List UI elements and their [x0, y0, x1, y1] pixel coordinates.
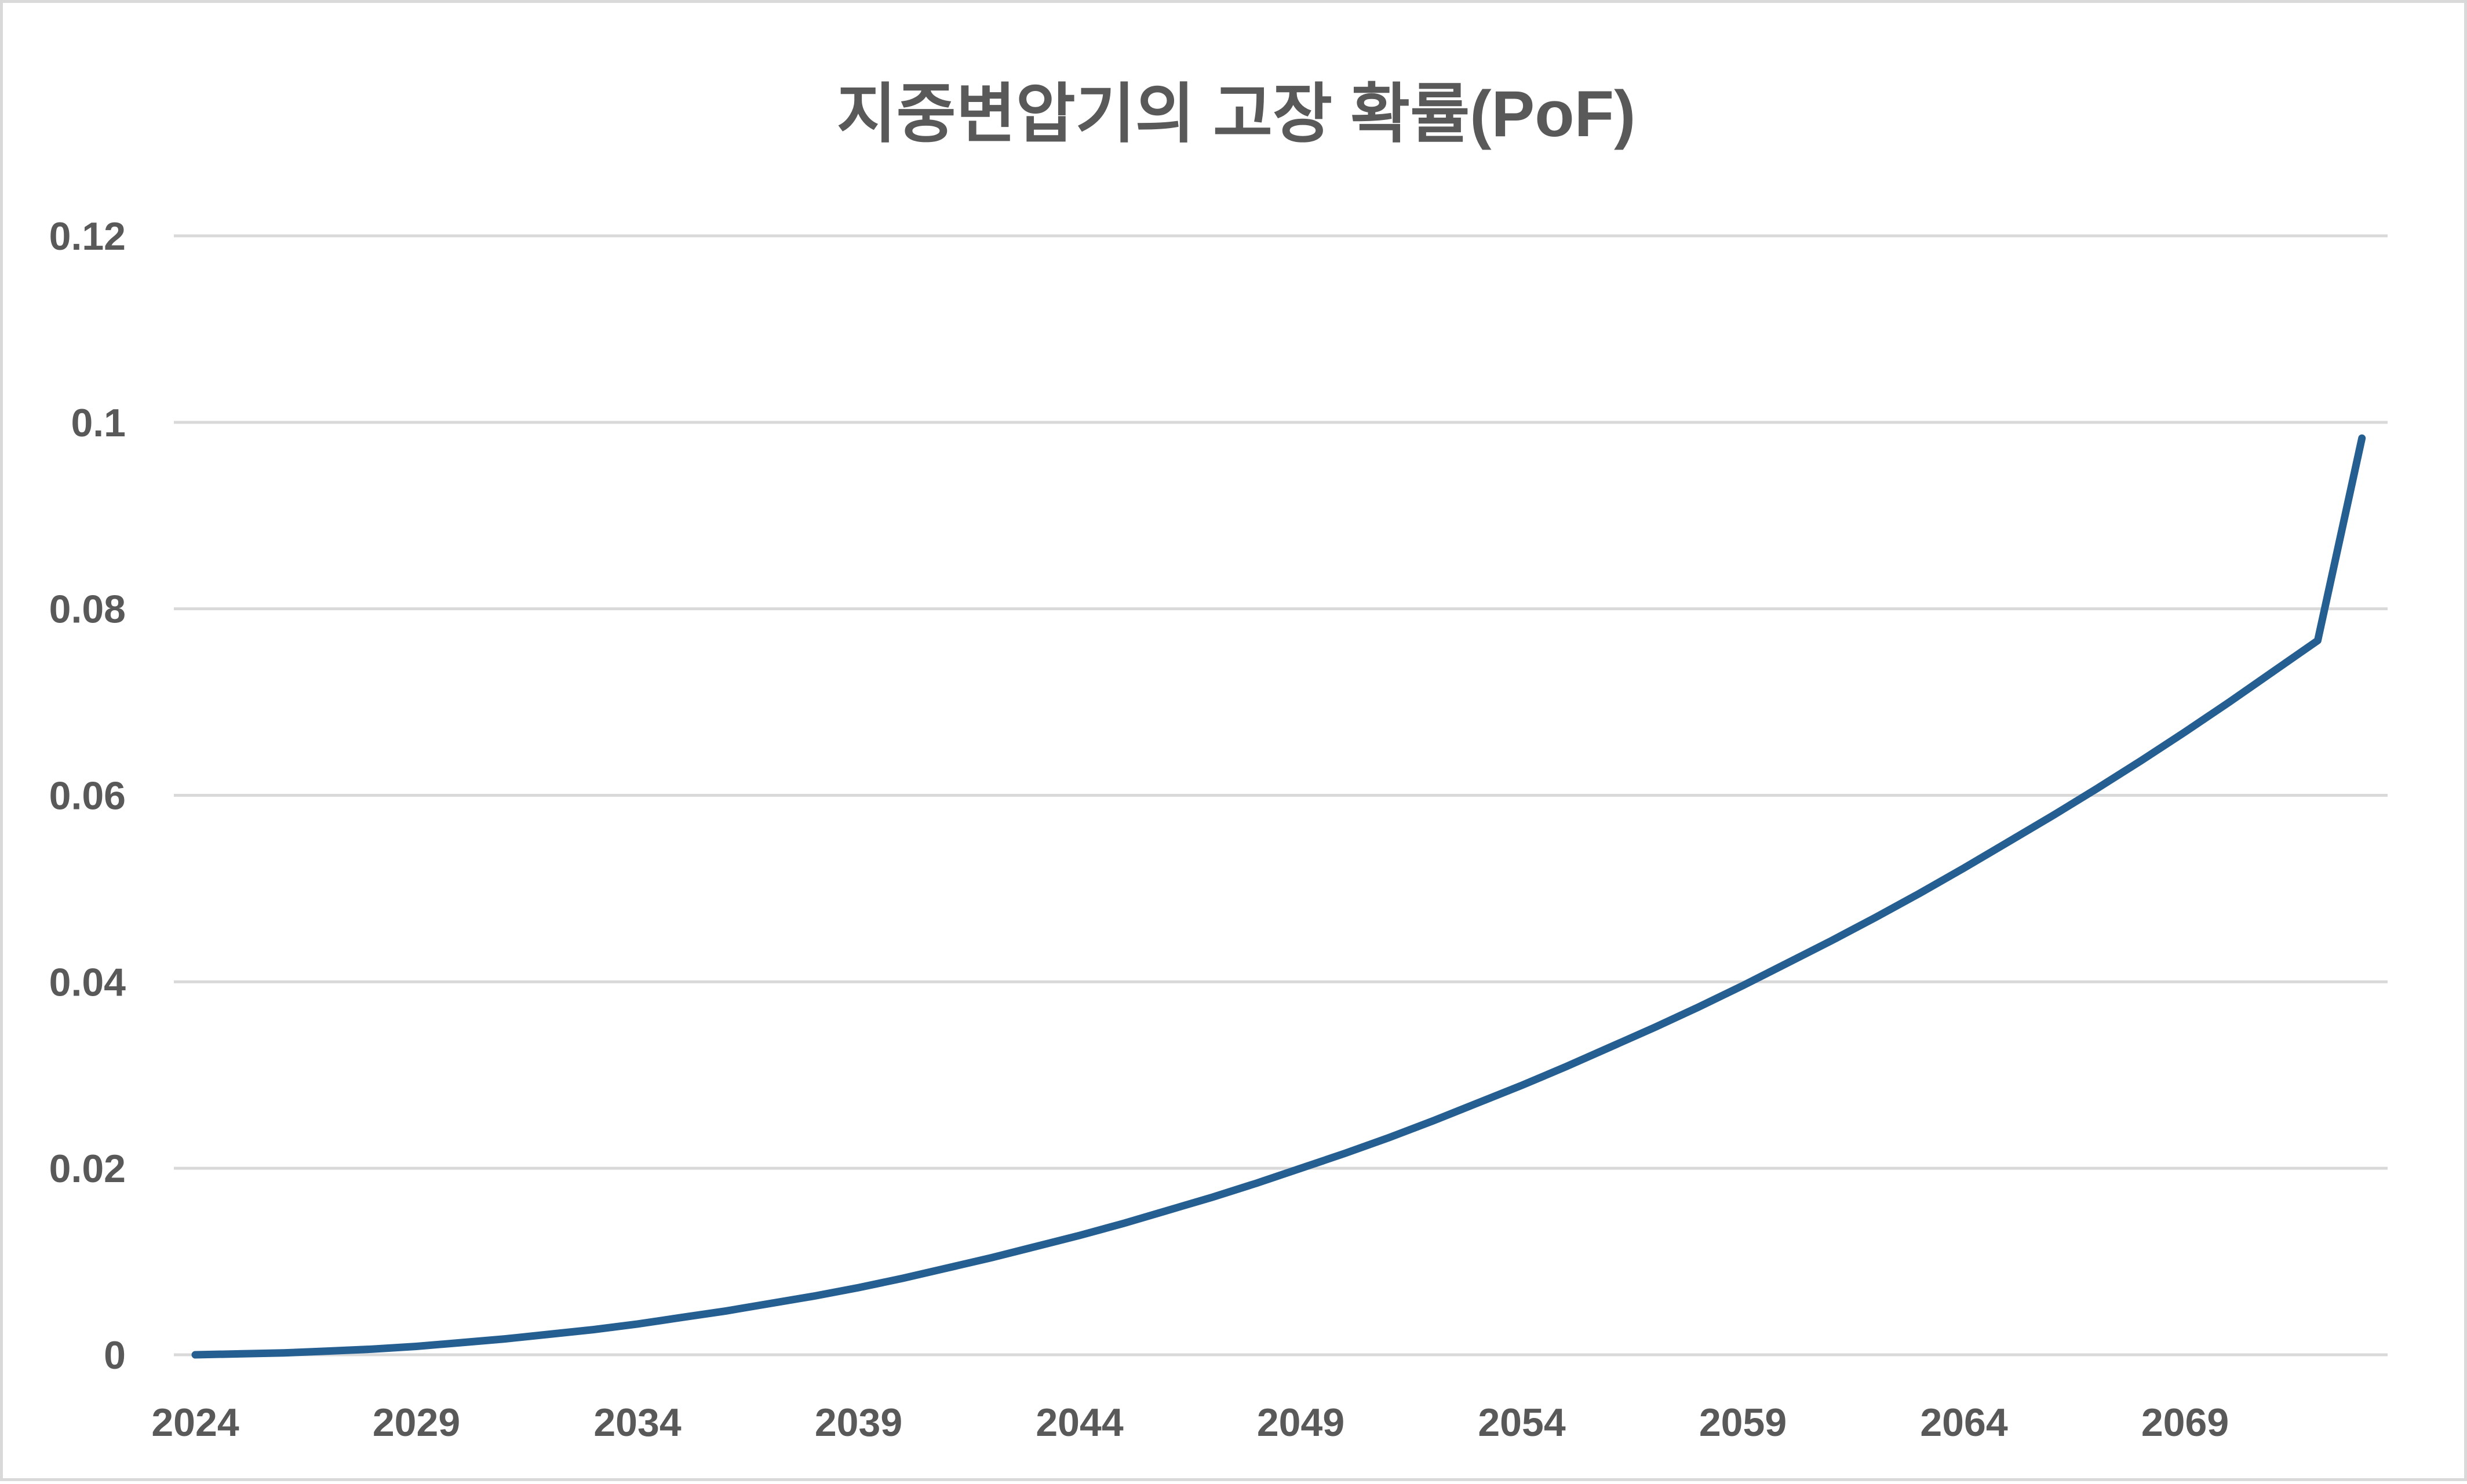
y-axis-ticks: 0 0.02 0.04 0.06 0.08 0.1 0.12	[49, 214, 126, 1377]
x-tick-label: 2034	[593, 1401, 681, 1445]
series-line-0	[191, 434, 2366, 1359]
x-tick-label: 2054	[1478, 1401, 1565, 1445]
series-group	[191, 434, 2366, 1359]
x-tick-label: 2039	[815, 1401, 902, 1445]
y-tick-label: 0.02	[49, 1147, 126, 1191]
x-tick-label: 2044	[1036, 1401, 1123, 1445]
x-tick-label: 2029	[373, 1401, 460, 1445]
chart-title: 지중변압기의 고장 확률(PoF)	[837, 78, 1636, 150]
x-axis-ticks: 2024 2029 2034 2039 2044 2049 2054 2059 2064 2069	[151, 1401, 2229, 1445]
line-chart: 지중변압기의 고장 확률(PoF) 0 0.02 0.04 0.06 0.08 0.1 0.…	[49, 78, 2388, 1445]
y-tick-label: 0.06	[49, 774, 126, 818]
x-tick-label: 2069	[2141, 1401, 2229, 1445]
x-tick-label: 2024	[151, 1401, 239, 1445]
y-tick-label: 0.08	[49, 588, 126, 632]
y-tick-label: 0.1	[71, 401, 126, 445]
y-tick-label: 0.12	[49, 214, 126, 258]
x-tick-label: 2049	[1257, 1401, 1344, 1445]
gridlines	[174, 234, 2388, 1357]
x-tick-label: 2064	[1920, 1401, 2007, 1445]
y-tick-label: 0	[104, 1333, 126, 1377]
x-tick-label: 2059	[1699, 1401, 1787, 1445]
y-tick-label: 0.04	[49, 960, 126, 1004]
